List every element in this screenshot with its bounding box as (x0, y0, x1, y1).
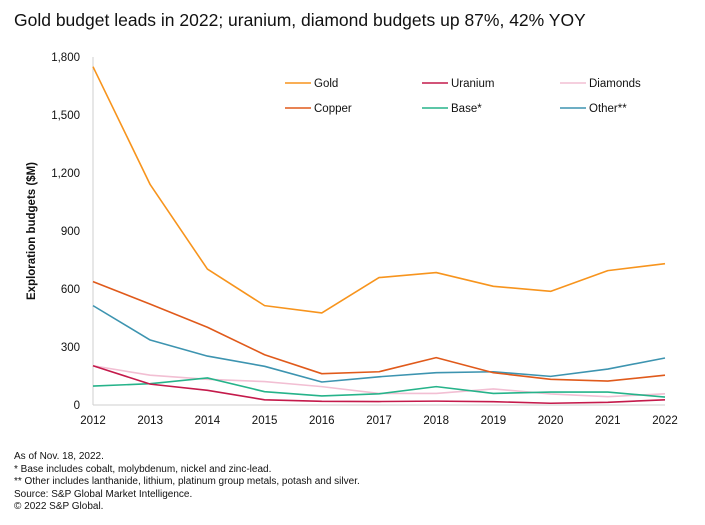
legend-label: Gold (314, 78, 338, 90)
legend-label: Other** (589, 103, 627, 115)
x-tick-label: 2019 (481, 415, 507, 427)
legend-label: Copper (314, 103, 352, 115)
y-axis-label: Exploration budgets ($M) (26, 162, 38, 300)
x-tick-label: 2021 (595, 415, 621, 427)
y-tick-label: 1,200 (51, 168, 80, 180)
series-line-other (92, 304, 666, 383)
chart-title: Gold budget leads in 2022; uranium, diam… (14, 10, 586, 30)
legend-label: Diamonds (589, 78, 641, 90)
y-tick-label: 600 (61, 284, 80, 296)
legend-item: Gold (285, 78, 338, 90)
x-tick-label: 2012 (80, 415, 106, 427)
x-tick-label: 2018 (423, 415, 449, 427)
series-line-uranium (92, 364, 666, 405)
y-tick-label: 1,800 (51, 52, 80, 64)
x-tick-label: 2016 (309, 415, 335, 427)
legend-item: Other** (560, 103, 627, 115)
series-line-base (92, 377, 666, 398)
footnote-base: * Base includes cobalt, molybdenum, nick… (14, 463, 272, 475)
legend-label: Uranium (451, 78, 494, 90)
legend-item: Copper (285, 103, 352, 115)
legend-item: Diamonds (560, 78, 641, 90)
y-tick-label: 900 (61, 226, 80, 238)
y-tick-label: 300 (61, 342, 80, 354)
x-tick-label: 2015 (252, 415, 278, 427)
x-tick-label: 2022 (652, 415, 678, 427)
footnote-date: As of Nov. 18, 2022. (14, 451, 104, 462)
footnote-other: ** Other includes lanthanide, lithium, p… (14, 476, 360, 488)
x-tick-label: 2013 (137, 415, 163, 427)
footnote-source: Source: S&P Global Market Intelligence. (14, 488, 193, 500)
legend-item: Uranium (422, 78, 494, 90)
footnote-copyright: © 2022 S&P Global. (14, 501, 104, 513)
legend-label: Base* (451, 103, 482, 115)
x-tick-label: 2017 (366, 415, 392, 427)
legend-item: Base* (422, 103, 482, 115)
series-line-copper (92, 280, 666, 382)
x-tick-label: 2020 (538, 415, 564, 427)
series-line-gold (92, 66, 666, 314)
x-tick-label: 2014 (195, 415, 221, 427)
y-tick-label: 1,500 (51, 110, 80, 122)
footnotes: As of Nov. 18, 2022. * Base includes cob… (14, 451, 360, 514)
y-tick-label: 0 (74, 400, 80, 412)
